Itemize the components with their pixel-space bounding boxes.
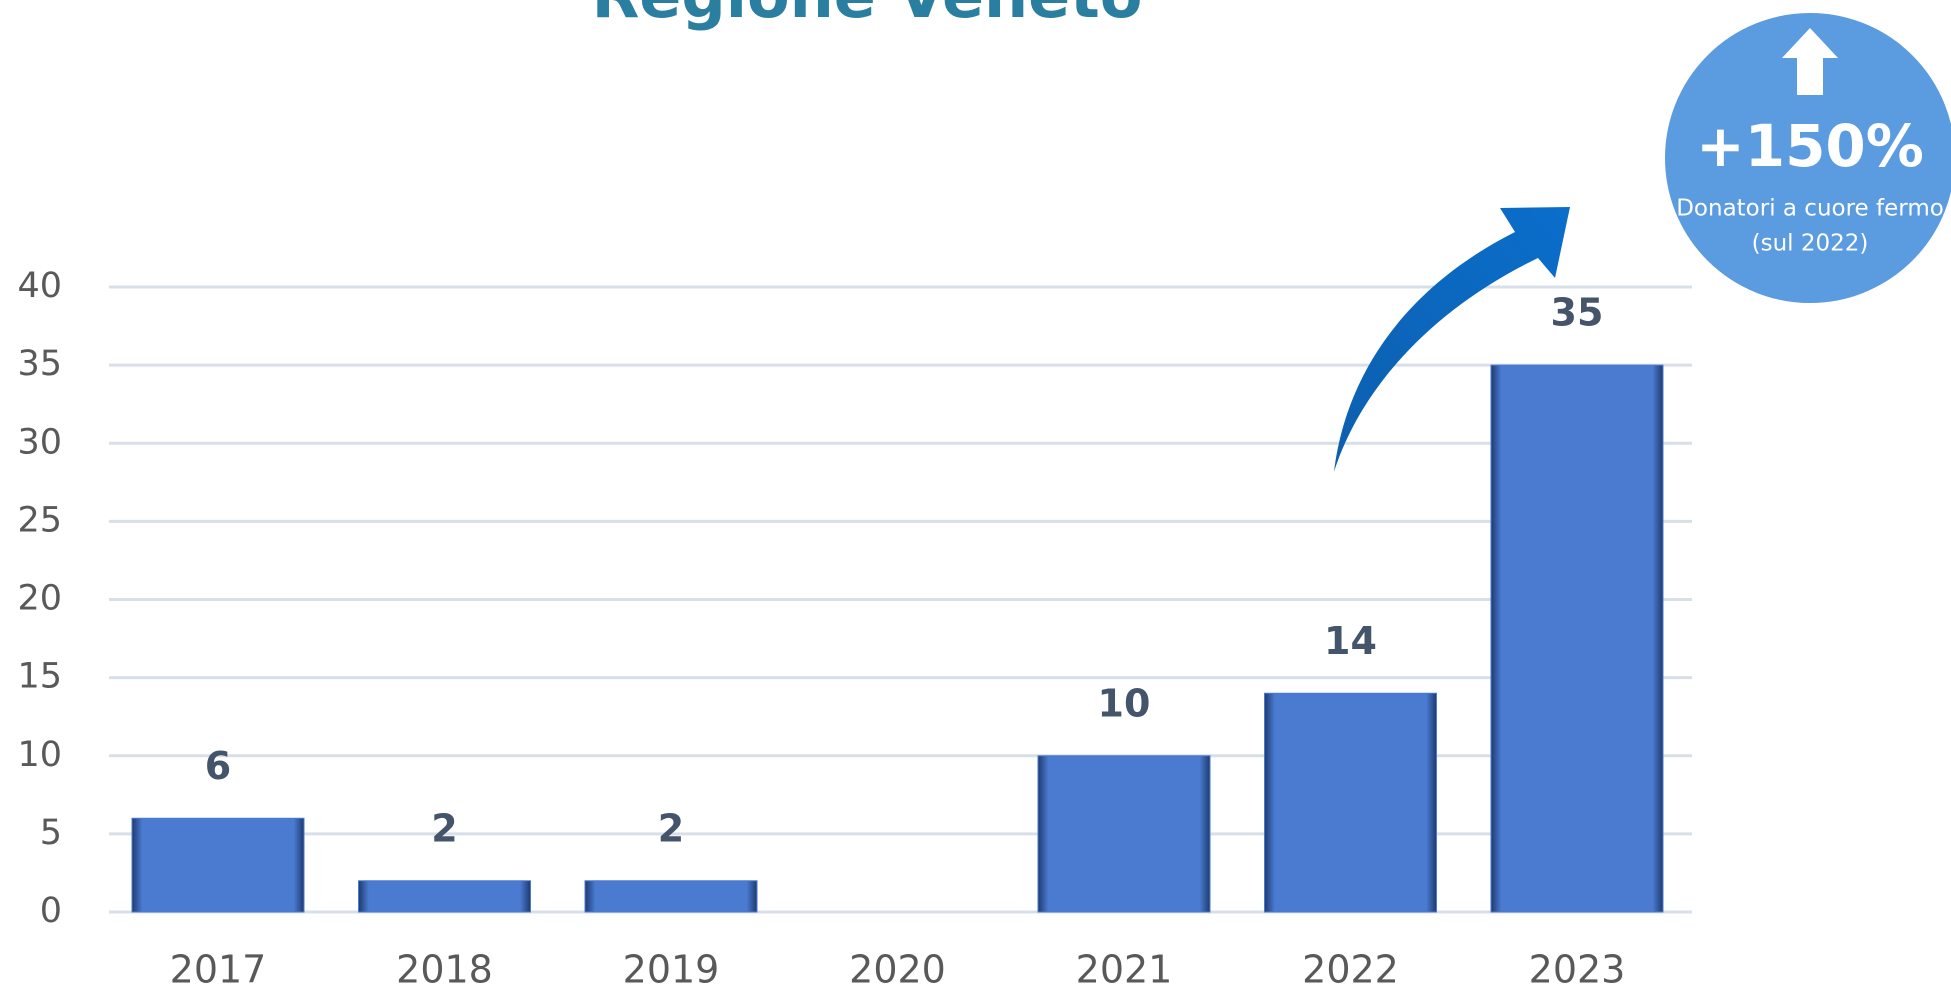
value-label: 35 — [1551, 291, 1604, 335]
y-tick-label: 0 — [40, 891, 62, 931]
bar — [1490, 364, 1664, 913]
value-label: 14 — [1324, 619, 1377, 663]
value-label: 2 — [658, 806, 684, 850]
bar — [131, 817, 305, 913]
chart-title: Regione Veneto — [592, 0, 1143, 32]
value-label: 2 — [431, 806, 457, 850]
y-tick-label: 35 — [17, 344, 62, 384]
bar — [358, 880, 531, 913]
badge-text: Donatori a cuore fermo — [1676, 196, 1944, 222]
badge-arrow — [1782, 28, 1838, 95]
x-tick-label: 2020 — [849, 948, 946, 992]
value-label: 6 — [205, 744, 231, 788]
y-tick-label: 15 — [17, 657, 62, 697]
badge — [1661, 9, 1951, 307]
bar — [584, 880, 758, 913]
y-tick-label: 40 — [17, 266, 62, 306]
x-tick-label: 2023 — [1529, 948, 1626, 992]
x-tick-label: 2019 — [623, 948, 720, 992]
badge-value: +150% — [1696, 112, 1924, 180]
y-tick-label: 30 — [17, 422, 62, 462]
y-tick-label: 5 — [40, 813, 62, 853]
bar — [1264, 692, 1437, 913]
value-label: 10 — [1098, 681, 1151, 725]
x-tick-label: 2022 — [1302, 948, 1399, 992]
badge-text: (sul 2022) — [1752, 231, 1869, 257]
y-tick-label: 10 — [17, 735, 62, 775]
y-tick-label: 25 — [17, 500, 62, 540]
growth-arrow — [1334, 207, 1570, 472]
y-tick-label: 20 — [17, 579, 62, 619]
x-tick-label: 2021 — [1076, 948, 1173, 992]
x-tick-label: 2017 — [170, 948, 267, 992]
bar — [1037, 755, 1211, 913]
x-tick-label: 2018 — [396, 948, 493, 992]
